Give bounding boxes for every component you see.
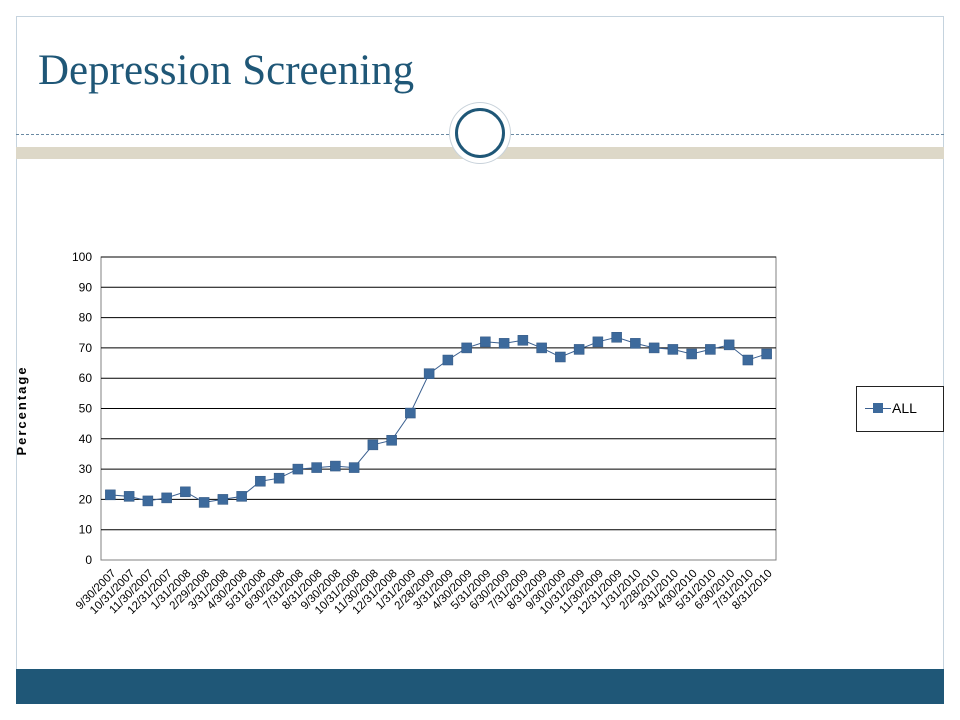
data-point <box>648 342 660 354</box>
data-point <box>742 354 754 366</box>
data-point <box>236 491 247 502</box>
data-point <box>705 344 716 355</box>
data-point <box>255 475 266 487</box>
y-tick-label: 50 <box>79 402 93 416</box>
data-point <box>217 494 229 505</box>
data-point <box>142 495 154 507</box>
data-point <box>405 407 416 419</box>
chart-legend: ALL <box>856 386 944 432</box>
y-tick-label: 60 <box>79 371 93 385</box>
y-tick-label: 10 <box>79 523 93 537</box>
data-point <box>611 332 622 343</box>
y-axis-title: Percentage <box>14 365 29 455</box>
y-tick-label: 80 <box>79 311 93 325</box>
y-tick-label: 40 <box>79 432 93 446</box>
data-point <box>180 486 191 498</box>
data-point <box>573 344 585 355</box>
data-point <box>386 435 397 446</box>
data-point <box>273 472 285 484</box>
data-point <box>311 462 322 473</box>
y-tick-label: 90 <box>79 280 93 294</box>
data-point <box>423 368 435 379</box>
data-point <box>517 335 529 346</box>
data-point <box>498 338 510 349</box>
y-tick-label: 20 <box>79 492 93 506</box>
data-point <box>198 497 210 508</box>
data-point <box>480 336 491 348</box>
legend-marker-swatch <box>873 403 883 413</box>
data-point <box>667 344 679 355</box>
data-point <box>330 460 341 472</box>
y-tick-label: 0 <box>85 553 92 567</box>
data-point <box>442 354 454 366</box>
data-point <box>761 348 772 360</box>
circle-ornament <box>455 108 505 158</box>
data-point <box>161 492 172 504</box>
data-point <box>723 339 735 351</box>
data-point <box>592 336 604 348</box>
data-point <box>461 342 472 354</box>
data-point <box>555 351 566 363</box>
data-point <box>105 489 116 501</box>
footer-band <box>16 669 944 704</box>
data-point <box>292 463 304 475</box>
data-point <box>367 439 379 451</box>
data-point <box>686 348 697 360</box>
y-tick-label: 30 <box>79 462 93 476</box>
data-point <box>630 338 641 349</box>
data-point <box>123 491 135 502</box>
slide-title: Depression Screening <box>38 47 415 94</box>
data-point <box>536 342 547 354</box>
y-tick-label: 70 <box>79 341 93 355</box>
data-point <box>348 462 360 473</box>
y-tick-label: 100 <box>72 250 92 264</box>
legend-label: ALL <box>892 400 917 416</box>
